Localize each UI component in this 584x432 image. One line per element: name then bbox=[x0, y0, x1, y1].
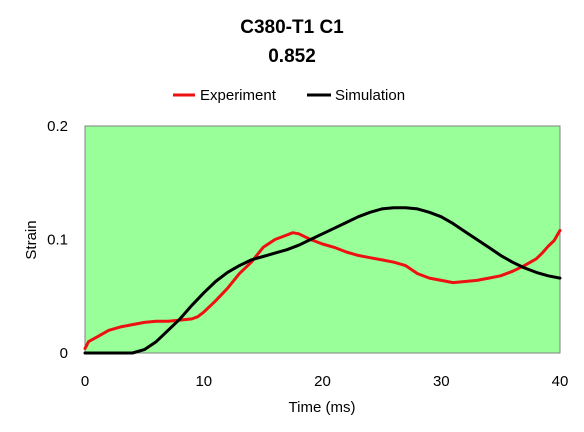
legend: Experiment Simulation bbox=[173, 87, 405, 104]
y-tick-label: 0 bbox=[60, 345, 68, 362]
x-axis-label: Time (ms) bbox=[289, 399, 356, 416]
legend-label-experiment: Experiment bbox=[200, 87, 277, 104]
series-layer bbox=[83, 206, 562, 355]
series-line-experiment bbox=[83, 228, 562, 350]
y-tick-label: 0.1 bbox=[47, 232, 68, 249]
series-line-simulation bbox=[83, 206, 562, 355]
x-tick-label: 10 bbox=[195, 373, 212, 390]
x-tick-label: 0 bbox=[81, 373, 89, 390]
y-tick-label: 0.2 bbox=[47, 118, 68, 135]
chart-title: C380-T1 C1 bbox=[240, 17, 344, 38]
chart-subtitle: 0.852 bbox=[268, 46, 316, 67]
legend-label-simulation: Simulation bbox=[335, 87, 405, 104]
plot-area bbox=[84, 125, 561, 354]
tick-layer: 0 10 20 30 40 0 0.1 0.2 bbox=[47, 118, 568, 390]
y-axis-label: Strain bbox=[23, 220, 40, 259]
x-tick-label: 40 bbox=[552, 373, 569, 390]
x-tick-label: 20 bbox=[314, 373, 331, 390]
x-tick-label: 30 bbox=[433, 373, 450, 390]
